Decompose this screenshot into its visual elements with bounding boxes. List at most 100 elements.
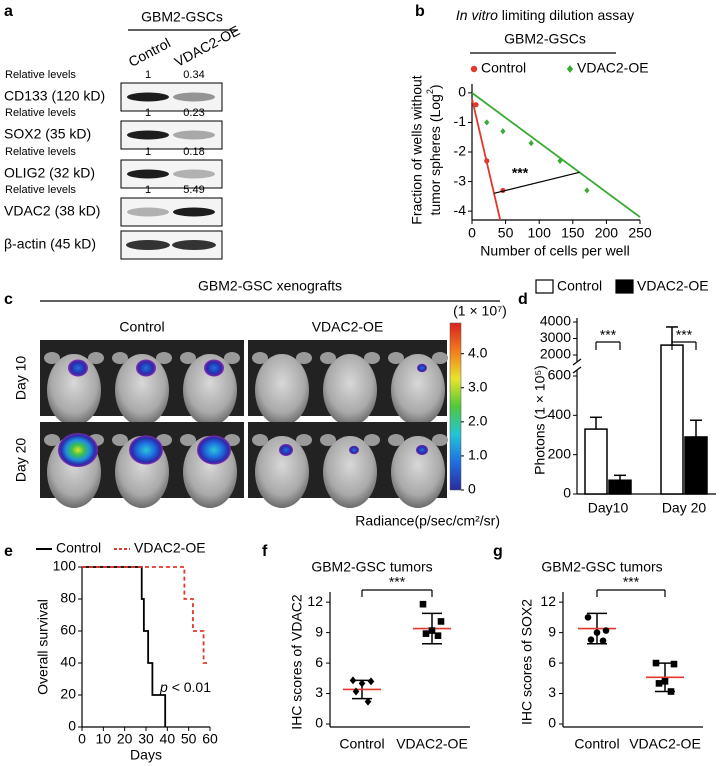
mouse-ear	[388, 352, 404, 364]
x-tick-label: VDAC2-OE	[396, 736, 468, 752]
significance: ***	[389, 574, 406, 590]
y-axis-label: Photons (1 × 10⁵)	[532, 365, 548, 475]
chart-title: GBM2-GSC tumors	[541, 559, 662, 575]
point	[434, 632, 442, 639]
band	[127, 92, 169, 102]
band	[172, 240, 216, 250]
column-label: Control	[119, 319, 164, 335]
legend-label: VDAC2-OE	[577, 60, 649, 76]
legend-label: Control	[557, 278, 602, 294]
y-axis-label: Fraction of wells without	[409, 75, 425, 225]
y-tick-label: 6	[315, 654, 323, 670]
column-label: VDAC2-OE	[172, 22, 243, 70]
annotation: p < 0.01	[159, 679, 211, 695]
mouse-ear	[112, 434, 128, 446]
bar	[584, 428, 608, 495]
mouse-ear	[88, 352, 104, 364]
signal	[68, 359, 88, 377]
x-tick-label: 0	[78, 731, 86, 747]
fit-line	[471, 92, 641, 218]
level-value: 5.49	[183, 184, 204, 196]
axis-break	[572, 366, 582, 374]
colorbar-tick-label: 1.0	[468, 447, 488, 463]
x-tick-label: 10	[96, 731, 112, 747]
y-tick-label: 0	[68, 718, 76, 734]
mouse	[323, 354, 377, 426]
bar	[608, 479, 632, 495]
x-tick-label: Control	[574, 736, 619, 752]
x-tick-label: 100	[528, 225, 552, 241]
mouse-ear	[156, 352, 172, 364]
mouse-ear	[432, 352, 448, 364]
title-text: limiting dilution assay	[502, 7, 634, 23]
panel-letter: b	[415, 3, 425, 20]
x-tick-label: 60	[202, 731, 218, 747]
point	[584, 187, 590, 194]
panel-letter: g	[493, 543, 503, 560]
x-tick-label: 20	[117, 731, 133, 747]
point	[557, 157, 563, 164]
annotation-italic: p	[159, 679, 168, 695]
panel-letter: a	[4, 3, 13, 20]
colorbar-label: Radiance(p/sec/cm²/sr)	[355, 513, 500, 529]
y-tick-label: 100	[53, 558, 77, 574]
y-axis-label: tumor spheres (Log2)	[425, 84, 442, 215]
legend-label: Control	[481, 60, 526, 76]
point	[422, 630, 430, 637]
significance: ***	[623, 574, 640, 590]
y-tick-label: -1	[454, 113, 467, 129]
point	[652, 659, 660, 667]
point	[528, 140, 534, 147]
protein-label: CD133 (120 kD)	[4, 88, 105, 104]
signal	[58, 433, 98, 467]
point	[484, 158, 490, 164]
label-sup: 2	[425, 89, 435, 94]
point	[602, 627, 610, 634]
y-tick-label: 0	[458, 84, 466, 100]
point	[599, 637, 607, 645]
mouse-ear	[180, 434, 196, 446]
column-label: Control	[126, 35, 173, 70]
point	[428, 627, 436, 634]
point	[419, 600, 427, 608]
point	[484, 119, 490, 126]
protein-label: VDAC2 (38 kD)	[4, 203, 100, 219]
mouse-ear	[252, 434, 268, 446]
y-tick-label: 4000	[540, 313, 571, 329]
y-tick-label: 0	[548, 715, 556, 731]
mouse-ear	[44, 352, 60, 364]
colorbar-tick-label: 0	[468, 481, 476, 497]
levels-label: Relative levels	[5, 69, 76, 81]
y-tick-label: 3	[315, 684, 323, 700]
panel-letter: c	[4, 291, 13, 308]
y-axis-label: Overall survival	[35, 599, 51, 695]
signal	[204, 359, 224, 377]
mouse-ear	[44, 434, 60, 446]
y-tick-label: 9	[548, 623, 556, 639]
legend-swatch	[535, 279, 554, 294]
legend-label: Control	[56, 540, 101, 556]
y-tick-label: 3	[548, 684, 556, 700]
mouse-ear	[252, 352, 268, 364]
signal	[417, 363, 427, 373]
point	[349, 676, 357, 685]
mouse	[391, 436, 445, 508]
blot-title: GBM2-GSCs	[141, 9, 223, 25]
row-label: Day 10	[13, 356, 29, 401]
signal	[279, 444, 293, 456]
y-tick-label: -4	[454, 202, 467, 218]
y-tick-label: 3000	[540, 329, 571, 345]
colorbar-tick-label: 2.0	[468, 413, 488, 429]
mouse-ear	[112, 352, 128, 364]
colorbar-tick-label: 3.0	[468, 378, 488, 394]
y-axis-label: IHC scores of SOX2	[519, 599, 535, 725]
band	[127, 169, 169, 179]
band	[126, 240, 170, 250]
level-value: 1	[145, 69, 151, 81]
mouse-ear	[180, 352, 196, 364]
point	[667, 688, 675, 695]
title-italic: In vitro	[456, 7, 498, 23]
point	[473, 102, 479, 108]
axis-break	[572, 358, 582, 366]
x-tick-label: 250	[628, 225, 652, 241]
